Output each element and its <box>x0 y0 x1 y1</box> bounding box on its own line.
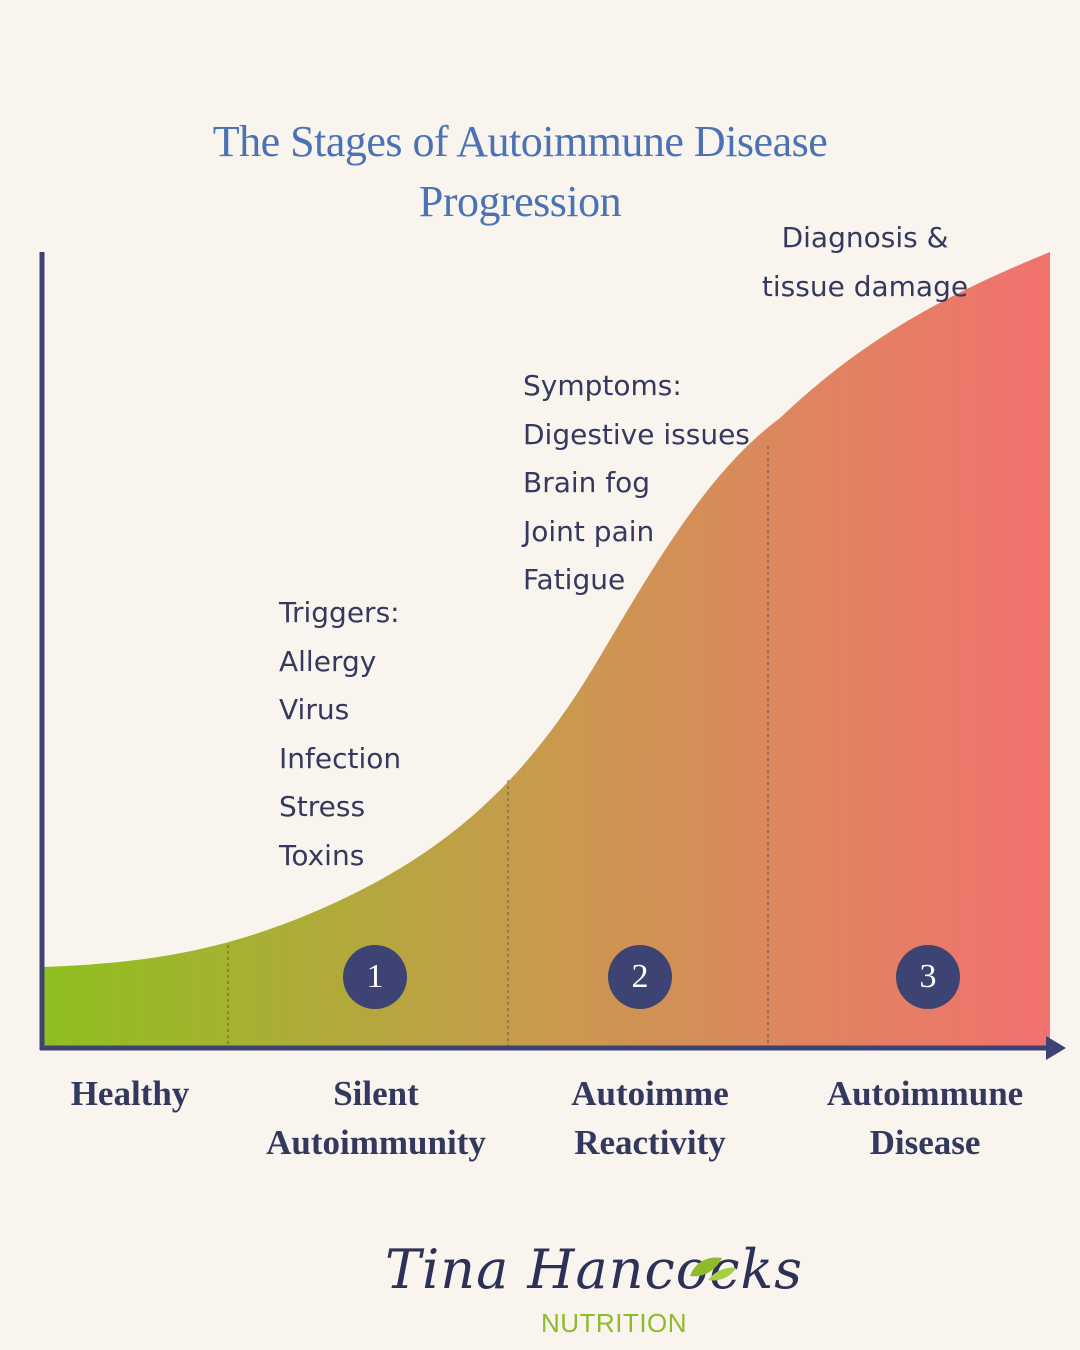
stage-label-silent-autoimmunity: Silent Autoimmunity <box>246 1069 506 1167</box>
trigger-item: Stress <box>279 790 366 823</box>
stage-label-line: Healthy <box>70 1074 190 1113</box>
trigger-item: Virus <box>279 693 350 726</box>
symptom-item: Digestive issues <box>523 417 750 451</box>
stage-badge-3: 3 <box>896 945 960 1009</box>
stage-label-autoimmune-reactivity: Autoimme Reactivity <box>530 1069 770 1167</box>
logo-subtitle: NUTRITION <box>541 1308 688 1338</box>
stage-label-line: Autoimme <box>571 1074 729 1113</box>
symptom-item: Joint pain <box>523 514 655 548</box>
stage-badge-2: 2 <box>608 945 672 1009</box>
stage-label-line: Reactivity <box>574 1123 726 1162</box>
logo-script: Tina Hancocks <box>385 1238 803 1301</box>
triggers-heading: Triggers: <box>279 596 400 629</box>
symptom-item: Brain fog <box>523 466 651 499</box>
diagnosis-note: Diagnosis & tissue damage <box>740 214 990 311</box>
trigger-item: Toxins <box>279 838 365 872</box>
stage-badge-1: 1 <box>343 945 407 1009</box>
stage-label-line: Silent <box>333 1074 419 1113</box>
stage-label-line: Disease <box>869 1123 981 1162</box>
x-axis-arrow-icon <box>1046 1036 1066 1060</box>
stage-label-line: Autoimmunity <box>266 1123 486 1162</box>
symptoms-note: Symptoms: Digestive issues Brain fog Joi… <box>523 362 750 605</box>
triggers-note: Triggers: Allergy Virus Infection Stress… <box>279 589 401 880</box>
stage-label-healthy: Healthy <box>30 1069 230 1118</box>
leaf-icon <box>690 1257 736 1281</box>
diagnosis-line: Diagnosis & <box>781 221 949 254</box>
symptom-item: Fatigue <box>523 563 626 596</box>
diagnosis-line: tissue damage <box>761 269 969 303</box>
trigger-item: Infection <box>279 741 402 775</box>
title-line-2: Progression <box>418 177 622 226</box>
stage-label-line: Autoimmune <box>826 1074 1024 1113</box>
stage-label-autoimmune-disease: Autoimmune Disease <box>800 1069 1050 1167</box>
trigger-item: Allergy <box>279 644 377 678</box>
curve-area <box>44 252 1050 1048</box>
symptoms-heading: Symptoms: <box>523 369 682 402</box>
page-title: The Stages of Autoimmune Disease Progres… <box>120 112 920 232</box>
title-line-1: The Stages of Autoimmune Disease <box>212 117 828 166</box>
